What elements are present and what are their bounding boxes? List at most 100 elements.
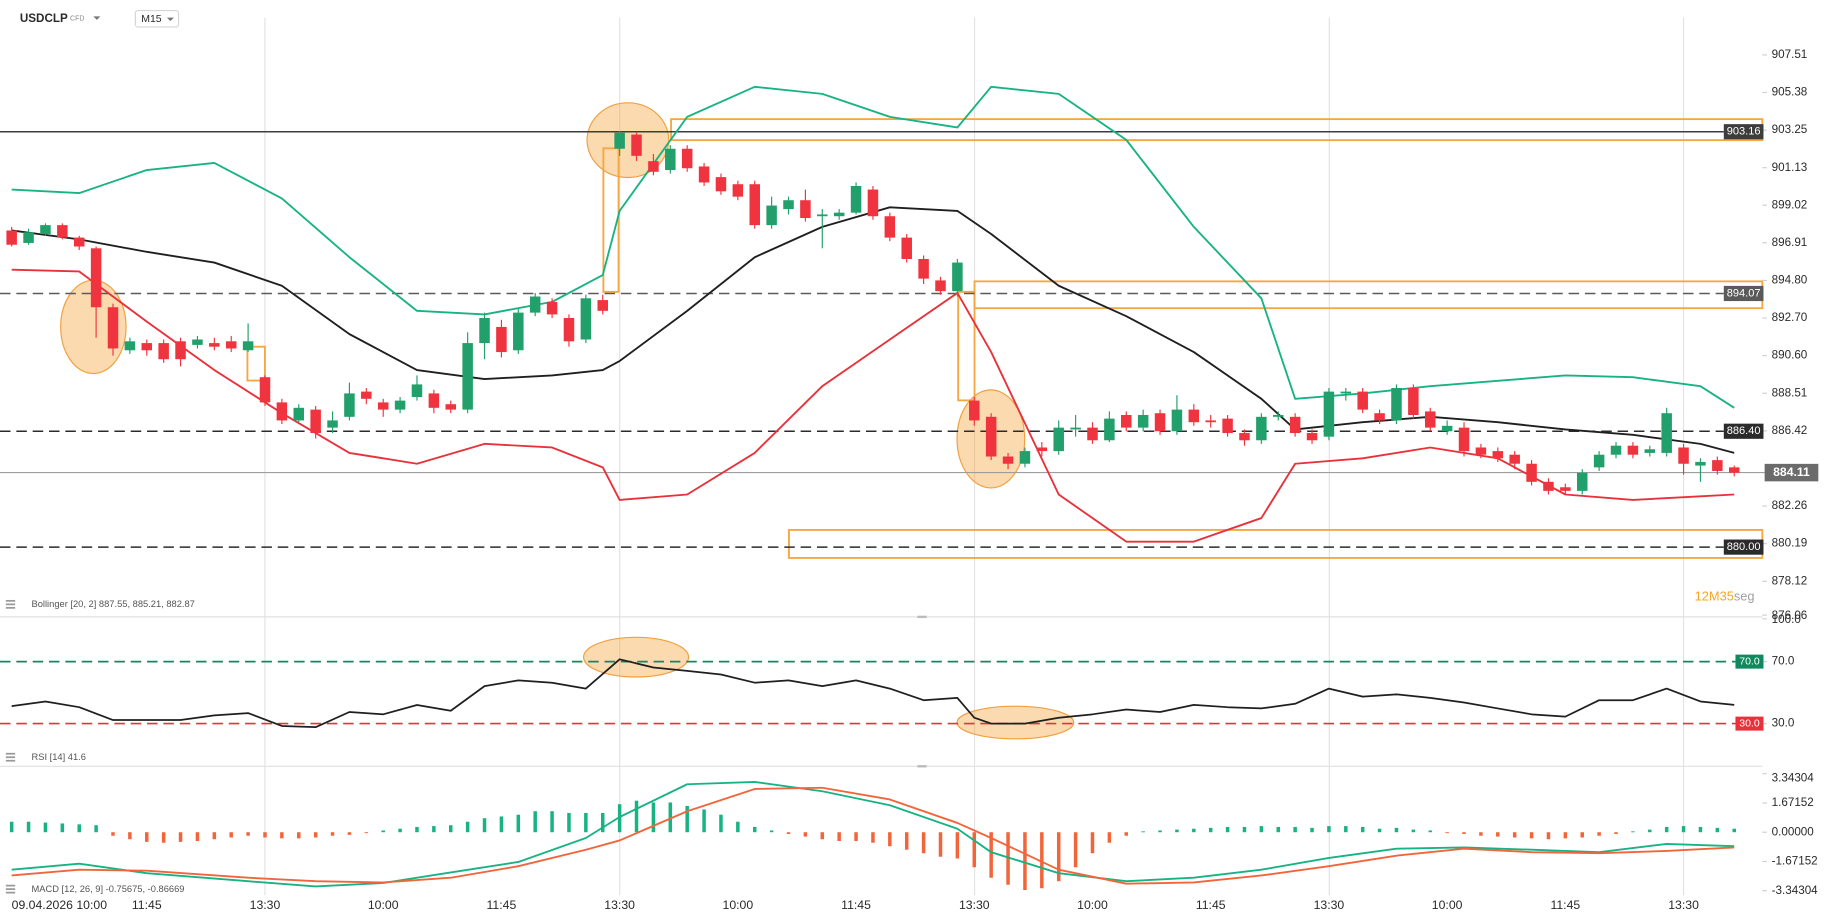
candle-body [918, 258, 929, 279]
dropdown-arrow[interactable] [166, 17, 174, 22]
candle-body [344, 393, 355, 417]
legend-icon[interactable] [5, 759, 16, 762]
legend-icon[interactable] [5, 891, 16, 894]
candle-body [935, 280, 946, 292]
macd-histogram-bar [246, 832, 250, 836]
macd-histogram-bar [1242, 826, 1247, 833]
dropdown-arrow[interactable] [93, 16, 101, 20]
highlight[interactable] [956, 705, 1075, 740]
macd-histogram-bar [60, 823, 65, 833]
candle-body [73, 237, 85, 247]
candle-body [546, 301, 558, 315]
candle-body [158, 343, 169, 360]
level-label-box [1723, 423, 1764, 439]
y-tick-label: 878.12 [1772, 574, 1808, 587]
panel-handle[interactable] [917, 615, 927, 619]
highlights [60, 102, 1075, 740]
candle-body [428, 393, 440, 408]
macd-histogram-bar [1698, 826, 1703, 833]
candle-body [175, 341, 186, 360]
macd-histogram-bar [1479, 832, 1483, 836]
candle-body [901, 237, 912, 259]
timeframe[interactable]: M15 [141, 13, 162, 25]
y-tick-label: 70.0 [1772, 655, 1795, 668]
candle-body [242, 341, 254, 351]
macd-histogram-bar [1344, 826, 1348, 833]
candle-body [327, 420, 338, 428]
candle-body [867, 189, 879, 217]
macd-histogram-bar [161, 832, 166, 843]
x-tick-label: 11:45 [1550, 898, 1580, 912]
step-marker[interactable] [246, 345, 266, 382]
candle-body [884, 216, 896, 238]
level-label-box [1723, 539, 1764, 555]
y-tick-label: 905.38 [1772, 86, 1808, 99]
legend-icon[interactable] [5, 606, 16, 609]
legend-icon[interactable] [5, 888, 16, 890]
candle-body [23, 232, 34, 243]
y-tick-label: 888.51 [1772, 386, 1808, 399]
x-tick-label: 10:00 [723, 898, 754, 912]
bollinger-line [11, 85, 1735, 409]
macd-histogram-bar [1529, 832, 1534, 839]
macd-histogram-bar [550, 811, 554, 833]
highlight[interactable] [582, 636, 690, 678]
macd-histogram-bar [668, 802, 673, 833]
macd-histogram-bar [1107, 832, 1112, 843]
candle-body [57, 225, 68, 238]
macd-histogram-bar [516, 814, 521, 833]
macd-histogram-bar [1208, 827, 1213, 833]
macd-histogram-bar [533, 811, 537, 833]
macd-histogram-bar [297, 832, 301, 839]
y-tick-label: 901.13 [1772, 161, 1808, 174]
step-marker[interactable] [957, 290, 976, 402]
macd-histogram-bar [1158, 830, 1162, 833]
x-tick-label: 13:30 [604, 898, 635, 912]
candle-body [1678, 447, 1689, 464]
macd-histogram-bar [465, 821, 470, 833]
legend-icon[interactable] [5, 603, 16, 606]
legend-icon[interactable] [5, 756, 16, 759]
step-marker[interactable] [602, 147, 620, 293]
candle-body [817, 214, 828, 217]
macd-histogram-bar [229, 832, 233, 838]
timeframe-box[interactable] [134, 10, 180, 28]
macd-histogram-bar [1546, 832, 1551, 840]
candle-body [124, 341, 136, 351]
level-label: 894.07 [1727, 287, 1761, 299]
macd-histogram-bar [1377, 828, 1382, 833]
level-label: 880.00 [1727, 541, 1761, 553]
candle-body [1526, 463, 1537, 482]
macd-histogram-bar [1411, 829, 1416, 833]
zone[interactable] [788, 529, 1764, 559]
candle-body [1475, 447, 1487, 455]
macd-histogram-bar [313, 832, 318, 838]
indicator-legend: RSI [14] 41.6 [32, 752, 86, 762]
candle-body [766, 205, 777, 226]
countdown-part: seg [1734, 589, 1755, 604]
y-tick-label: -3.34304 [1772, 884, 1819, 897]
candle-body [580, 298, 592, 340]
candle-body [361, 391, 372, 399]
zone[interactable] [973, 280, 1764, 310]
macd-histogram-bar [1512, 832, 1517, 838]
candle-body [698, 166, 710, 183]
macd-histogram-bar [1124, 832, 1129, 836]
macd-histogram-bar [111, 832, 115, 836]
macd-histogram-bar [1614, 832, 1618, 834]
y-tick-label: 886.42 [1772, 424, 1808, 437]
highlight[interactable] [586, 102, 670, 179]
legend-icon[interactable] [5, 884, 16, 887]
legend-icon[interactable] [5, 599, 16, 602]
legend-icon[interactable] [5, 752, 16, 755]
macd-histogram-bar [871, 832, 875, 843]
macd-histogram-bar [1225, 826, 1230, 833]
zone[interactable] [670, 118, 1764, 142]
panel-handle[interactable] [917, 765, 927, 768]
legend-icons [5, 599, 16, 894]
macd-histogram-bar [1141, 831, 1145, 833]
macd-histogram-bar [685, 805, 689, 833]
symbol[interactable]: USDCLP [20, 12, 68, 25]
candle-body [225, 341, 237, 349]
candle-body [496, 326, 507, 353]
